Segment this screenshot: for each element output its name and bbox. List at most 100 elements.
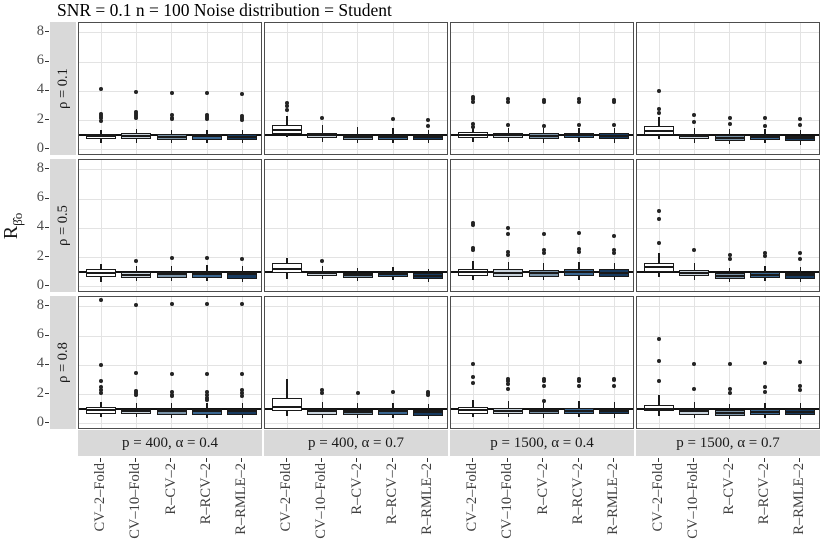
outlier-point xyxy=(727,386,732,391)
whisker-lower xyxy=(357,415,359,418)
outlier-point xyxy=(506,232,511,237)
x-gridline xyxy=(321,297,323,428)
x-gridline xyxy=(241,160,243,291)
whisker-upper xyxy=(241,403,243,410)
x-gridline xyxy=(613,297,615,428)
whisker-upper xyxy=(171,130,173,135)
whisker-lower xyxy=(135,414,137,418)
whisker-lower xyxy=(658,271,660,277)
median-line xyxy=(564,409,595,412)
whisker-lower xyxy=(392,415,394,418)
y-tick-label: 2 xyxy=(36,110,44,127)
outlier-point xyxy=(426,389,431,394)
y-gridline xyxy=(265,306,447,308)
outlier-point xyxy=(134,109,139,114)
y-gridline xyxy=(637,286,819,288)
outlier-point xyxy=(541,383,546,388)
whisker-upper xyxy=(100,264,102,270)
x-tick-mark xyxy=(692,458,694,462)
whisker-upper xyxy=(658,116,660,127)
outlier-point xyxy=(471,361,476,366)
whisker-lower xyxy=(286,410,288,416)
x-gridline xyxy=(171,297,173,428)
whisker-lower xyxy=(241,139,243,144)
facet-panel xyxy=(78,22,262,155)
median-line xyxy=(564,134,595,137)
whisker-lower xyxy=(578,138,580,142)
x-gridline xyxy=(357,297,359,428)
outlier-point xyxy=(471,375,476,380)
y-gridline xyxy=(79,149,261,151)
whisker-lower xyxy=(543,414,545,418)
outlier-point xyxy=(541,376,546,381)
whisker-lower xyxy=(729,415,731,419)
whisker-upper xyxy=(206,129,208,134)
outlier-point xyxy=(506,386,511,391)
median-line xyxy=(644,129,675,132)
y-tick-label: 8 xyxy=(36,296,44,313)
whisker-upper xyxy=(507,401,509,408)
whisker-lower xyxy=(206,139,208,144)
outlier-point xyxy=(391,117,396,122)
y-gridline xyxy=(79,32,261,34)
whisker-upper xyxy=(135,402,137,409)
whisker-lower xyxy=(543,276,545,281)
outlier-point xyxy=(471,95,476,100)
facet-panel xyxy=(636,22,820,155)
outlier-point xyxy=(506,249,511,254)
y-tick-mark xyxy=(45,334,49,336)
whisker-upper xyxy=(206,264,208,272)
y-gridline xyxy=(451,306,633,308)
outlier-point xyxy=(134,303,139,308)
outlier-point xyxy=(99,379,104,384)
outlier-point xyxy=(240,257,245,262)
whisker-lower xyxy=(658,134,660,139)
whisker-lower xyxy=(357,140,359,144)
median-line xyxy=(378,135,409,138)
outlier-point xyxy=(763,254,768,259)
x-gridline xyxy=(206,297,208,428)
x-tick-mark xyxy=(134,458,136,462)
median-line xyxy=(458,408,489,411)
outlier-point xyxy=(426,117,431,122)
y-tick-label: 0 xyxy=(36,139,44,156)
y-tick-label: 0 xyxy=(36,276,44,293)
x-gridline xyxy=(543,160,545,291)
outlier-point xyxy=(506,381,511,386)
outlier-point xyxy=(727,257,732,262)
whisker-upper xyxy=(100,401,102,408)
x-gridline xyxy=(135,160,137,291)
outlier-point xyxy=(506,376,511,381)
x-tick-mark xyxy=(99,458,101,462)
x-gridline xyxy=(100,160,102,291)
whisker-lower xyxy=(321,138,323,142)
outlier-point xyxy=(657,106,662,111)
median-line xyxy=(192,410,223,413)
outlier-point xyxy=(798,388,803,393)
outlier-point xyxy=(798,251,803,256)
whisker-upper xyxy=(241,130,243,135)
outlier-point xyxy=(285,108,290,113)
y-gridline xyxy=(451,61,633,63)
y-gridline xyxy=(265,423,447,425)
whisker-upper xyxy=(392,267,394,273)
median-line xyxy=(714,411,745,414)
median-line xyxy=(121,274,152,277)
outlier-point xyxy=(798,383,803,388)
y-tick-mark xyxy=(45,285,49,287)
outlier-point xyxy=(471,223,476,228)
whisker-lower xyxy=(427,278,429,282)
x-tick-mark xyxy=(657,458,659,462)
x-gridline xyxy=(392,160,394,291)
whisker-upper xyxy=(764,128,766,135)
x-tick-mark xyxy=(577,458,579,462)
median-line xyxy=(121,134,152,137)
outlier-point xyxy=(169,302,174,306)
outlier-point xyxy=(657,337,662,342)
whisker-lower xyxy=(100,139,102,143)
outlier-point xyxy=(205,255,210,260)
outlier-point xyxy=(612,100,617,105)
median-line xyxy=(192,273,223,276)
x-gridline xyxy=(206,23,208,154)
outlier-point xyxy=(471,248,476,253)
